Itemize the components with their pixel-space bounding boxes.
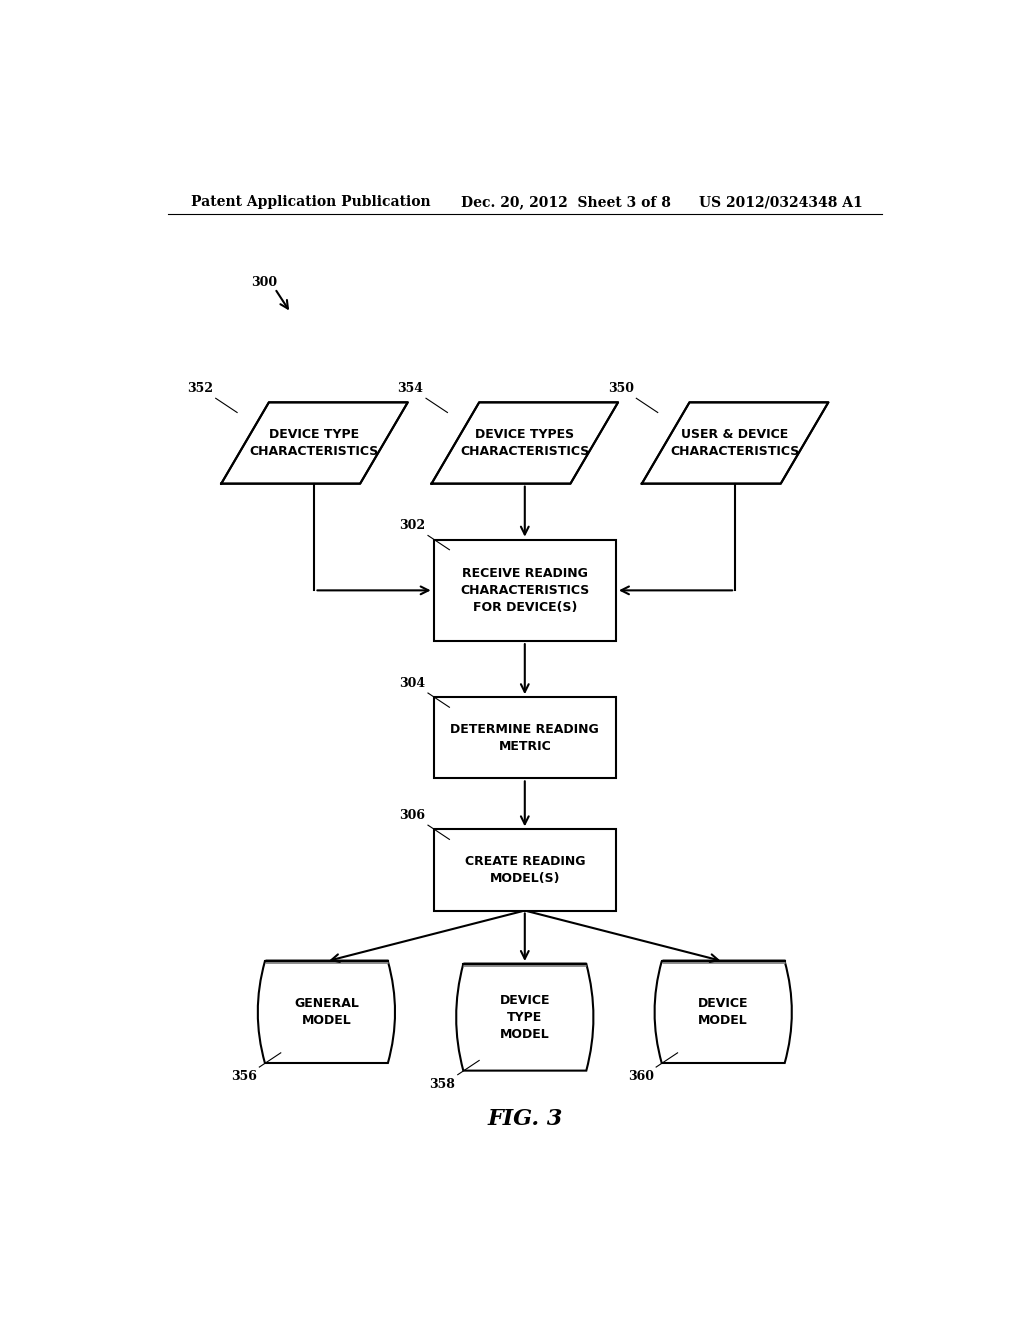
Text: 358: 358 (429, 1077, 456, 1090)
Bar (433, 540, 616, 642)
Text: 304: 304 (399, 677, 426, 690)
PathPatch shape (456, 964, 594, 1071)
Text: 356: 356 (231, 1071, 257, 1084)
Text: DEVICE TYPES
CHARACTERISTICS: DEVICE TYPES CHARACTERISTICS (460, 428, 590, 458)
Bar (433, 829, 616, 911)
Polygon shape (642, 403, 828, 483)
Text: DEVICE
TYPE
MODEL: DEVICE TYPE MODEL (500, 994, 550, 1040)
Text: 302: 302 (399, 520, 426, 532)
Text: 306: 306 (399, 809, 426, 822)
Text: CREATE READING
MODEL(S): CREATE READING MODEL(S) (465, 855, 585, 884)
Text: DETERMINE READING
METRIC: DETERMINE READING METRIC (451, 723, 599, 752)
Text: RECEIVE READING
CHARACTERISTICS
FOR DEVICE(S): RECEIVE READING CHARACTERISTICS FOR DEVI… (460, 566, 590, 614)
Text: 352: 352 (187, 383, 213, 395)
Text: Patent Application Publication: Patent Application Publication (191, 195, 431, 209)
Text: 300: 300 (251, 276, 278, 289)
Text: DEVICE TYPE
CHARACTERISTICS: DEVICE TYPE CHARACTERISTICS (250, 428, 379, 458)
Text: Dec. 20, 2012  Sheet 3 of 8: Dec. 20, 2012 Sheet 3 of 8 (461, 195, 671, 209)
Text: 360: 360 (628, 1071, 653, 1084)
Text: 354: 354 (397, 383, 424, 395)
Text: USER & DEVICE
CHARACTERISTICS: USER & DEVICE CHARACTERISTICS (671, 428, 800, 458)
PathPatch shape (258, 961, 395, 1063)
Text: GENERAL
MODEL: GENERAL MODEL (294, 997, 358, 1027)
Text: US 2012/0324348 A1: US 2012/0324348 A1 (699, 195, 863, 209)
Polygon shape (431, 403, 618, 483)
Text: FIG. 3: FIG. 3 (487, 1107, 562, 1130)
PathPatch shape (654, 961, 792, 1063)
Text: DEVICE
MODEL: DEVICE MODEL (698, 997, 749, 1027)
Text: 350: 350 (608, 383, 634, 395)
Polygon shape (221, 403, 408, 483)
Bar (433, 697, 616, 779)
